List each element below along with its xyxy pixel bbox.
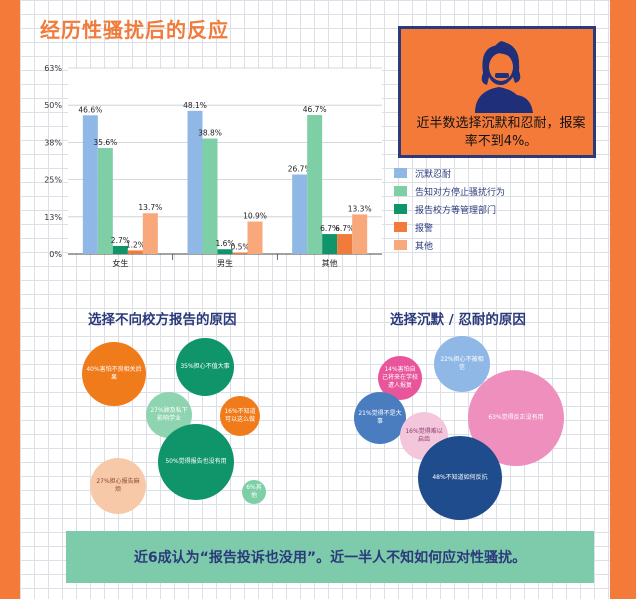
bar (202, 138, 218, 254)
bar (97, 148, 113, 254)
bubble-label: 27%担心报告麻烦 (96, 478, 140, 493)
legend-label: 报告校方等管理部门 (415, 205, 497, 216)
callout-box: 近半数选择沉默和忍耐，报案率不到4%。 (398, 26, 596, 158)
bar-value-label: 26.7% (288, 165, 312, 174)
bar-value-label: 46.7% (303, 105, 327, 114)
bar (307, 115, 323, 254)
legend-item: 沉默忍耐 (394, 164, 505, 182)
bar-value-label: 10.9% (243, 212, 267, 221)
chart-legend: 沉默忍耐 告知对方停止骚扰行为 报告校方等管理部门 报警 其他 (394, 164, 505, 254)
legend-item: 报警 (394, 218, 505, 236)
bar (112, 245, 128, 254)
bubble-label: 35%担心不值大事 (180, 363, 230, 370)
bubble-label: 16%觉得难以启齿 (405, 428, 443, 443)
y-tick-label: 25% (44, 176, 62, 185)
bar-value-label: 1.2% (126, 240, 145, 249)
bubble-label: 21%觉得不是大事 (358, 410, 402, 425)
report-bubble: 50%觉得报告也没有用 (158, 424, 234, 500)
bar (82, 115, 98, 255)
bar (352, 214, 368, 254)
bar (322, 234, 338, 254)
bar-value-label: 48.1% (183, 101, 207, 110)
bubble-label: 14%害怕自己将来在学校遭人报复 (382, 366, 419, 389)
legend-swatch (394, 240, 407, 250)
bar-value-label: 38.8% (198, 129, 222, 138)
bar (247, 221, 263, 254)
report-bubble: 16%不知道可以这么做 (220, 396, 260, 436)
legend-item: 告知对方停止骚扰行为 (394, 182, 505, 200)
bar-value-label: 46.6% (78, 105, 102, 114)
report-bubble: 6%其他 (242, 480, 266, 504)
legend-item: 其他 (394, 236, 505, 254)
report-bubble: 27%顾及私下影响学业 (146, 392, 192, 438)
bar-value-label: 13.7% (138, 203, 162, 212)
infographic-frame: 经历性骚扰后的反应 0% 13% 25% 38% 50% 63% 46.6% 35.6% 2.7… (20, 0, 610, 599)
silence-bubble: 21%觉得不是大事 (354, 392, 406, 444)
legend-label: 沉默忍耐 (415, 169, 452, 180)
callout-text: 近半数选择沉默和忍耐，报案率不到4%。 (416, 116, 586, 149)
bubble-label: 16%不知道可以这么做 (224, 408, 256, 423)
bar (127, 250, 143, 254)
bubble-label: 27%顾及私下影响学业 (150, 407, 188, 422)
silence-bubble: 48%不知道如何反抗 (418, 436, 502, 520)
bar-value-label: 2.7% (111, 236, 130, 245)
bar (292, 174, 308, 254)
legend-item: 报告校方等管理部门 (394, 200, 505, 218)
legend-swatch (394, 186, 407, 196)
bar-value-label: 6.7% (320, 224, 339, 233)
bar-chart: 0% 13% 25% 38% 50% 63% 46.6% 35.6% 2.7%1.2% 13.7%… (44, 64, 382, 268)
legend-label: 告知对方停止骚扰行为 (415, 187, 506, 198)
y-tick-label: 38% (44, 138, 62, 147)
silence-reasons-title: 选择沉默 / 忍耐的原因 (390, 312, 526, 328)
page-title: 经历性骚扰后的反应 (40, 18, 229, 42)
x-tick-label: 男生 (217, 258, 233, 268)
bubble-label: 6%其他 (246, 484, 262, 499)
plot-area (68, 68, 382, 254)
legend-label: 其他 (415, 241, 434, 252)
bar-value-label: 35.6% (93, 138, 117, 147)
legend-swatch (394, 168, 407, 178)
x-tick-label: 女生 (112, 258, 128, 268)
bubble-label: 40%害怕不良相关后果 (86, 366, 142, 381)
silence-person-icon (475, 41, 533, 113)
x-tick-label: 其他 (322, 258, 338, 268)
bar (187, 110, 203, 254)
bar (337, 234, 353, 254)
y-tick-label: 13% (44, 213, 62, 222)
silence-bubble: 22%担心不被相信 (434, 336, 490, 392)
bottom-banner: 近6成认为“报告投诉也没用”。近一半人不知如何应对性骚扰。 (66, 531, 594, 583)
legend-label: 报警 (415, 223, 434, 234)
legend-swatch (394, 222, 407, 232)
legend-swatch (394, 204, 407, 214)
bubble-label: 22%担心不被相信 (440, 356, 484, 371)
report-bubble: 35%担心不值大事 (176, 338, 234, 396)
bar (217, 249, 233, 254)
report-bubble: 27%担心报告麻烦 (90, 458, 146, 514)
bar-value-label: 6.7% (335, 224, 354, 233)
y-tick-label: 63% (44, 64, 62, 73)
y-tick-label: 50% (44, 101, 62, 110)
bubble-label: 48%不知道如何反抗 (432, 474, 488, 481)
bar-value-label: 13.3% (348, 204, 372, 213)
bar-value-label: 1.6% (215, 239, 234, 248)
bubble-label: 50%觉得报告也没有用 (165, 458, 227, 465)
bar (142, 213, 158, 254)
report-bubble: 40%害怕不良相关后果 (82, 342, 146, 406)
bar-value-label: 0.5% (230, 243, 249, 252)
y-tick-label: 0% (49, 250, 62, 259)
banner-text: 近6成认为“报告投诉也没用”。近一半人不知如何应对性骚扰。 (133, 550, 527, 566)
bubble-label: 63%觉得反正没有用 (488, 414, 544, 421)
report-reasons-title: 选择不向校方报告的原因 (88, 312, 237, 328)
bar (232, 252, 248, 254)
